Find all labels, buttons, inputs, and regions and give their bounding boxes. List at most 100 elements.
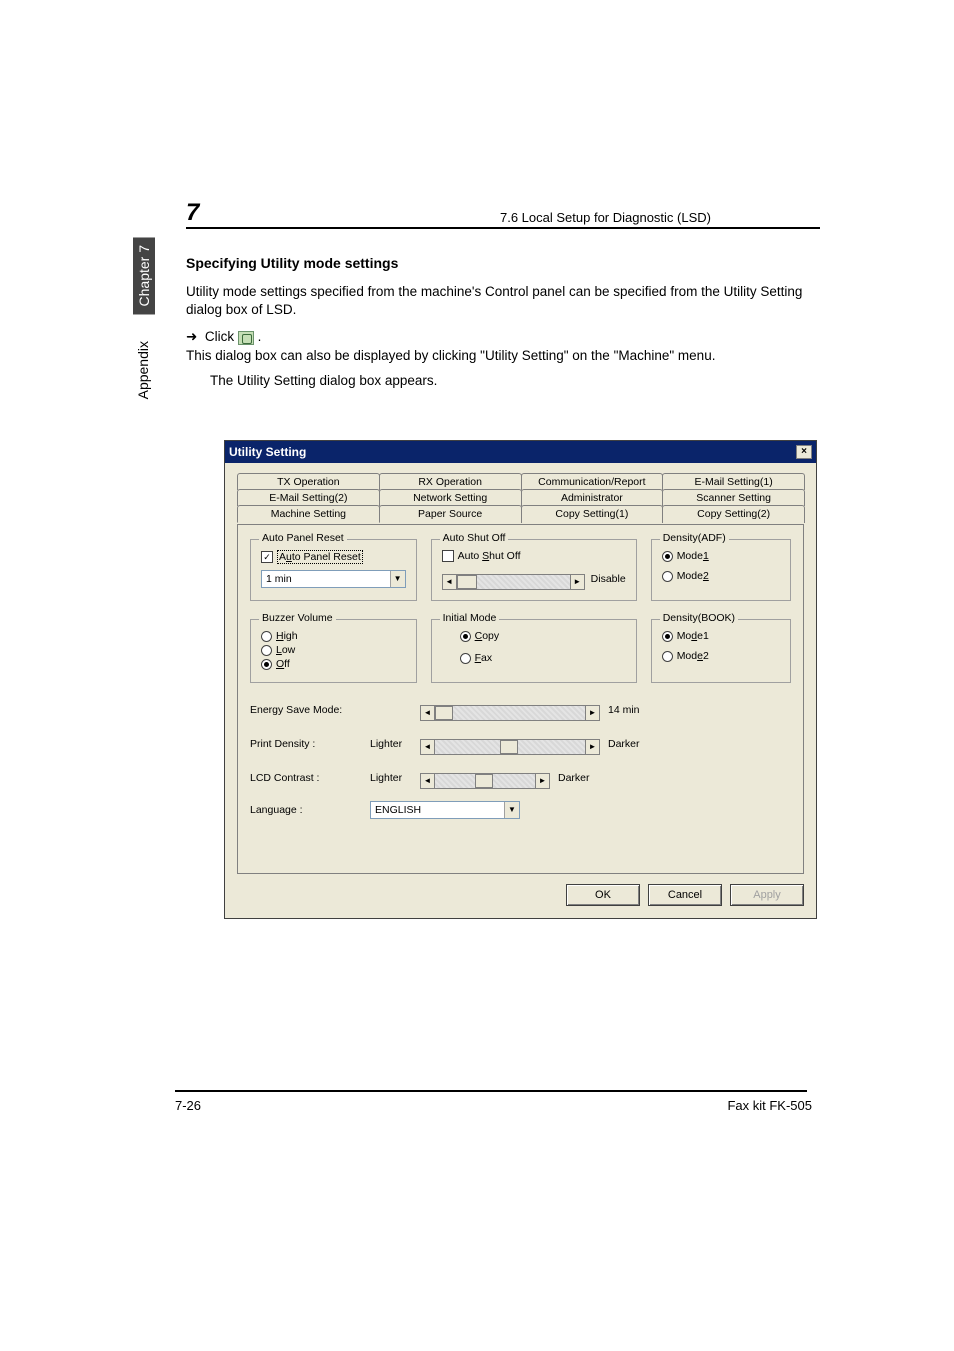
label-buzzer-high: High [276, 630, 298, 642]
radio-initial-fax[interactable] [460, 653, 471, 664]
lcd-contrast-right: Darker [558, 772, 590, 784]
tab-copy-setting-1[interactable]: Copy Setting(1) [521, 505, 664, 523]
scroll-print-density[interactable]: ◄ ► [420, 739, 600, 755]
header-section-ref: 7.6 Local Setup for Diagnostic (LSD) [500, 210, 711, 225]
scroll-right-icon[interactable]: ► [585, 705, 600, 721]
legend-density-book: Density(BOOK) [660, 612, 738, 624]
scroll-left-icon[interactable]: ◄ [420, 739, 435, 755]
label-energy-save: Energy Save Mode: [250, 704, 370, 716]
lcd-contrast-left: Lighter [370, 772, 420, 784]
scroll-left-icon[interactable]: ◄ [420, 705, 435, 721]
scroll-auto-shut-off[interactable]: ◄ ► [442, 574, 585, 590]
checkbox-auto-shut-off[interactable] [442, 550, 454, 562]
label-density-book-mode1: Mode1 [677, 630, 709, 642]
result-line: The Utility Setting dialog box appears. [210, 372, 806, 390]
tab-machine-setting[interactable]: Machine Setting [237, 505, 380, 523]
checkbox-auto-panel-reset[interactable]: ✓ [261, 551, 273, 563]
tab-communication-report[interactable]: Communication/Report [521, 473, 664, 490]
group-density-book: Density(BOOK) Mode1 Mode2 [651, 619, 791, 683]
section-heading: Specifying Utility mode settings [186, 255, 806, 271]
tab-copy-setting-2[interactable]: Copy Setting(2) [662, 505, 805, 523]
scroll-lcd-contrast[interactable]: ◄ ► [420, 773, 550, 789]
scroll-right-icon[interactable]: ► [570, 574, 585, 590]
tab-scanner-setting[interactable]: Scanner Setting [662, 489, 805, 506]
group-auto-shut-off: Auto Shut Off Auto Shut Off ◄ ► Disable [431, 539, 637, 601]
label-buzzer-off: Off [276, 658, 290, 670]
tab-administrator[interactable]: Administrator [521, 489, 664, 506]
legend-auto-shut-off: Auto Shut Off [440, 532, 509, 544]
combo-language[interactable]: ENGLISH ▼ [370, 801, 520, 819]
tab-email-setting-1[interactable]: E-Mail Setting(1) [662, 473, 805, 490]
alt-display-paragraph: This dialog box can also be displayed by… [186, 347, 806, 365]
tab-network-setting[interactable]: Network Setting [379, 489, 522, 506]
label-density-adf-mode1: Mode1 [677, 550, 709, 562]
radio-buzzer-high[interactable] [261, 631, 272, 642]
utility-setting-dialog: Utility Setting × TX Operation RX Operat… [224, 440, 817, 919]
tab-strip: TX Operation RX Operation Communication/… [237, 473, 804, 523]
machine-setting-panel: Auto Panel Reset ✓ Auto Panel Reset 1 mi… [237, 524, 804, 874]
chapter-number: 7 [186, 199, 199, 227]
close-button[interactable]: × [796, 445, 812, 459]
footer-page-number: 7-26 [175, 1098, 201, 1113]
radio-density-adf-mode1[interactable] [662, 551, 673, 562]
label-language: Language : [250, 804, 370, 816]
chevron-down-icon: ▼ [390, 571, 405, 587]
label-density-book-mode2: Mode2 [677, 650, 709, 662]
combo-auto-panel-reset-time[interactable]: 1 min ▼ [261, 570, 406, 588]
tab-paper-source[interactable]: Paper Source [379, 505, 522, 523]
chevron-down-icon: ▼ [504, 802, 519, 818]
radio-density-book-mode1[interactable] [662, 631, 673, 642]
scroll-right-icon[interactable]: ► [585, 739, 600, 755]
tab-rx-operation[interactable]: RX Operation [379, 473, 522, 490]
scroll-left-icon[interactable]: ◄ [442, 574, 457, 590]
side-appendix-label: Appendix [133, 335, 153, 405]
footer-product: Fax kit FK-505 [727, 1098, 812, 1113]
tab-tx-operation[interactable]: TX Operation [237, 473, 380, 490]
utility-setting-icon [238, 331, 254, 345]
label-initial-copy: Copy [475, 630, 500, 642]
click-text-pre: Click [205, 329, 238, 344]
group-initial-mode: Initial Mode Copy Fax [431, 619, 637, 683]
legend-density-adf: Density(ADF) [660, 532, 729, 544]
legend-buzzer-volume: Buzzer Volume [259, 612, 336, 624]
label-lcd-contrast: LCD Contrast : [250, 772, 370, 784]
checkbox-label-auto-panel-reset: Auto Panel Reset [277, 550, 363, 564]
radio-density-adf-mode2[interactable] [662, 571, 673, 582]
radio-buzzer-low[interactable] [261, 645, 272, 656]
print-density-right: Darker [608, 738, 640, 750]
group-density-adf: Density(ADF) Mode1 Mode2 [651, 539, 791, 601]
legend-auto-panel-reset: Auto Panel Reset [259, 532, 347, 544]
dialog-titlebar: Utility Setting × [225, 441, 816, 463]
side-chapter-label: Chapter 7 [133, 237, 155, 314]
print-density-left: Lighter [370, 738, 420, 750]
combo-value-auto-panel-reset: 1 min [266, 573, 292, 585]
scroll-right-icon[interactable]: ► [535, 773, 550, 789]
label-initial-fax: Fax [475, 652, 493, 664]
apply-button[interactable]: Apply [730, 884, 804, 906]
label-buzzer-low: Low [276, 644, 295, 656]
combo-value-language: ENGLISH [375, 804, 421, 816]
checkbox-label-auto-shut-off: Auto Shut Off [458, 550, 521, 562]
group-auto-panel-reset: Auto Panel Reset ✓ Auto Panel Reset 1 mi… [250, 539, 417, 601]
radio-buzzer-off[interactable] [261, 659, 272, 670]
tab-email-setting-2[interactable]: E-Mail Setting(2) [237, 489, 380, 506]
click-text-post: . [254, 329, 262, 344]
scroll-left-icon[interactable]: ◄ [420, 773, 435, 789]
click-instruction: ➜ Click . [186, 329, 806, 345]
intro-paragraph: Utility mode settings specified from the… [186, 283, 806, 319]
radio-density-book-mode2[interactable] [662, 651, 673, 662]
label-density-adf-mode2: Mode2 [677, 570, 709, 582]
ok-button[interactable]: OK [566, 884, 640, 906]
group-buzzer-volume: Buzzer Volume High Low Off [250, 619, 417, 683]
arrow-icon: ➜ [186, 329, 197, 344]
dialog-title: Utility Setting [229, 445, 306, 459]
legend-initial-mode: Initial Mode [440, 612, 500, 624]
label-print-density: Print Density : [250, 738, 370, 750]
cancel-button[interactable]: Cancel [648, 884, 722, 906]
energy-save-value: 14 min [608, 704, 640, 716]
auto-shut-off-value: Disable [591, 573, 626, 585]
footer-rule [175, 1090, 807, 1092]
scroll-energy-save[interactable]: ◄ ► [420, 705, 600, 721]
header-rule [186, 227, 820, 229]
radio-initial-copy[interactable] [460, 631, 471, 642]
